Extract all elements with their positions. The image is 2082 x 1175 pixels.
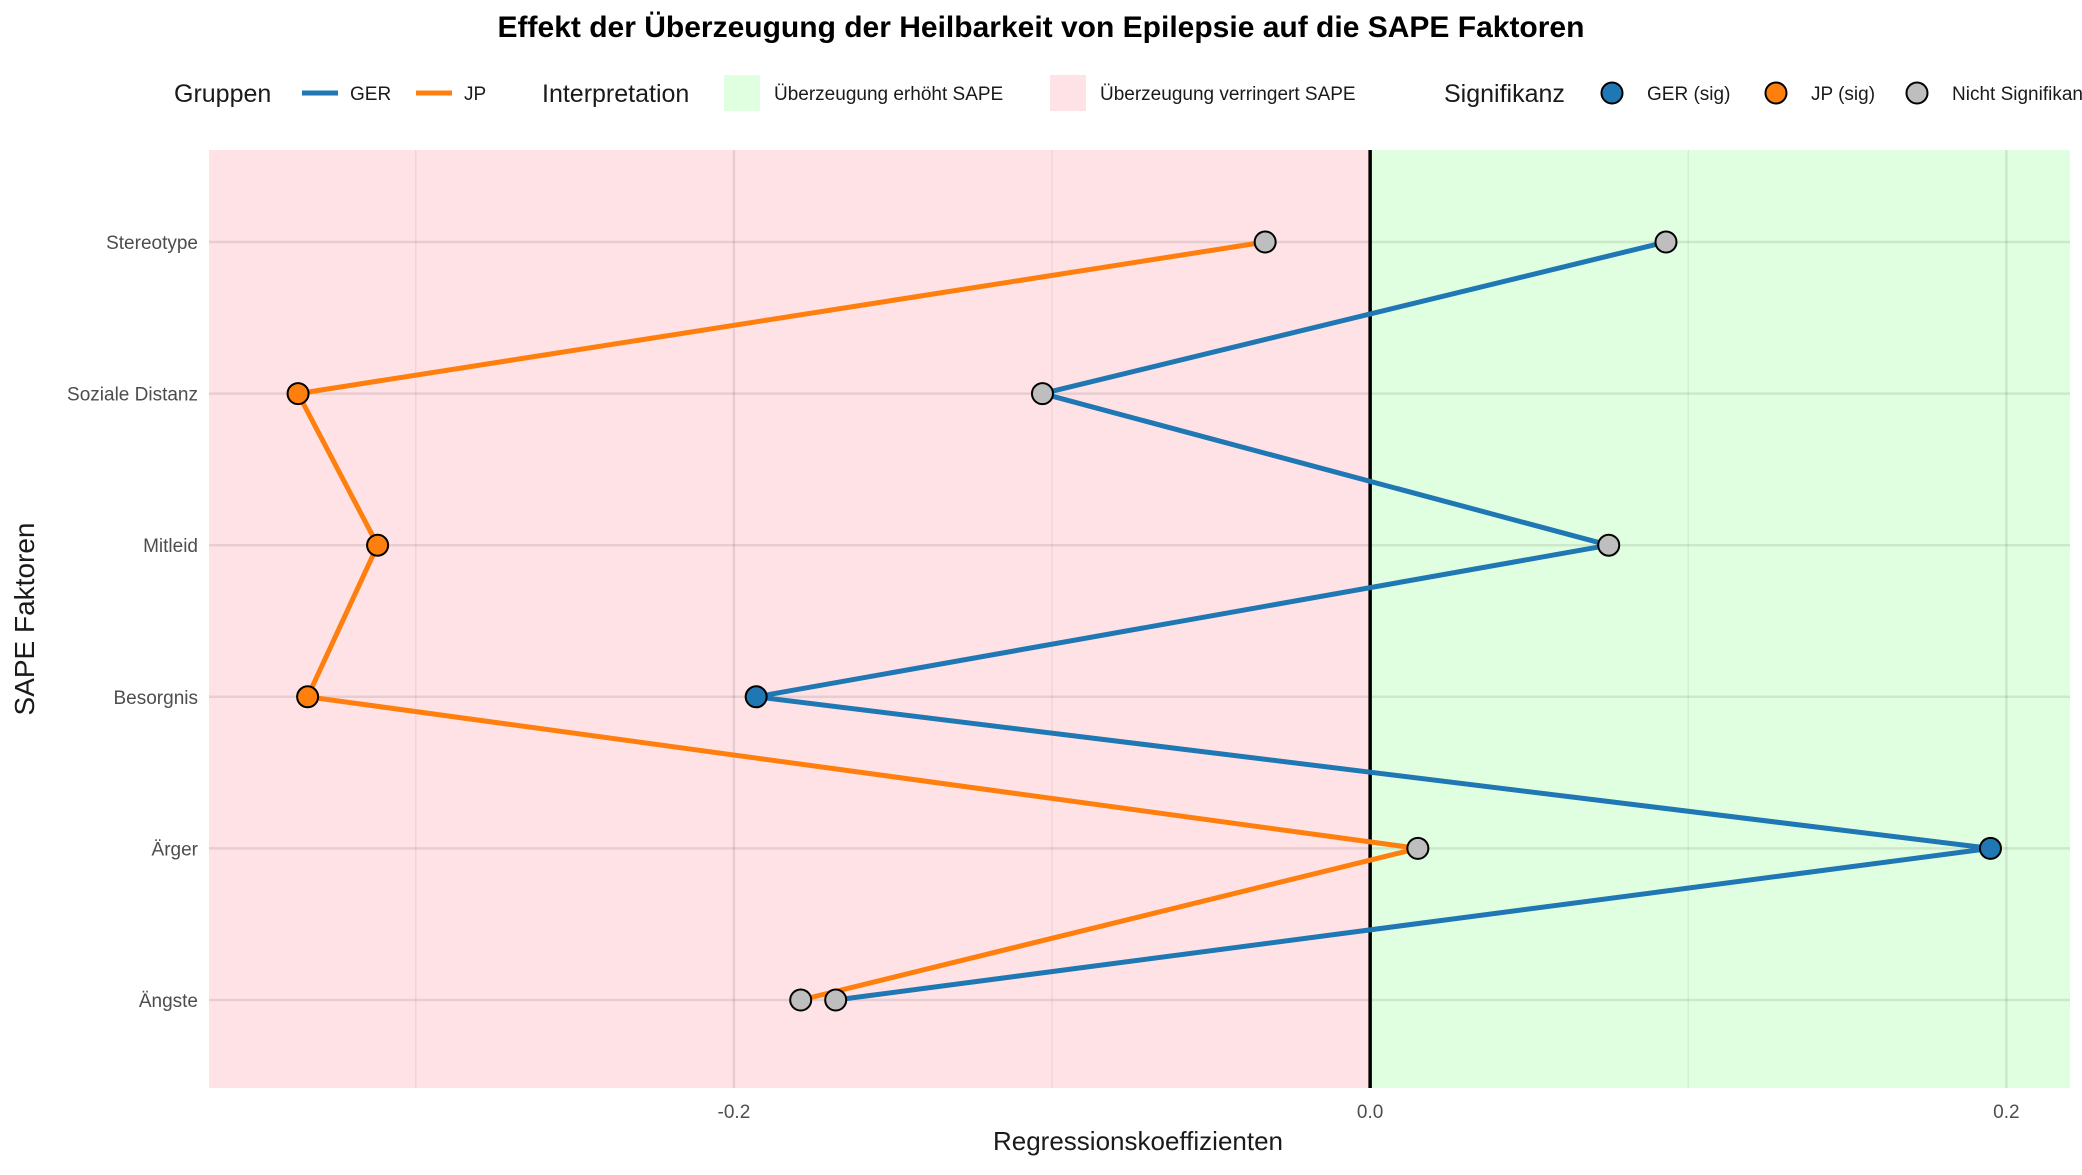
point-jp-5: [1253, 230, 1277, 254]
point-ger-0: [824, 988, 848, 1012]
point-ger-5: [1654, 230, 1678, 254]
y-tick-label: Ängste: [139, 991, 198, 1012]
point-ger-1: [1978, 836, 2002, 860]
legend-title-interpretation: Interpretation: [542, 80, 689, 108]
legend-title-groups: Gruppen: [174, 80, 271, 108]
legend: Gruppen GER JP Interpretation Überzeugung er…: [174, 75, 2082, 111]
legend-label: Überzeugung erhöht SAPE: [774, 84, 1003, 105]
legend-label: Überzeugung verringert SAPE: [1100, 84, 1356, 105]
region-negative: [209, 150, 1371, 1088]
legend-label: JP: [464, 84, 486, 105]
x-tick-label: 0.0: [1357, 1102, 1383, 1123]
legend-label: JP (sig): [1811, 84, 1875, 105]
point-jp-4: [286, 382, 310, 406]
data-points: [286, 230, 2002, 1012]
legend-label: GER: [350, 84, 391, 105]
y-tick-label: Mitleid: [143, 536, 198, 557]
series-lines: [295, 239, 1993, 1003]
point-ger-2: [744, 685, 768, 709]
y-tick-label: Stereotype: [106, 233, 198, 254]
point-jp-0: [789, 988, 813, 1012]
point-jp-2: [296, 685, 320, 709]
y-tick-label: Ärger: [152, 839, 199, 860]
x-axis-title: Regressionskoeffizienten: [993, 1126, 1283, 1156]
legend-key-fill-1: [1050, 75, 1086, 111]
legend-key-point-0: [1600, 81, 1624, 105]
y-tick-label: Soziale Distanz: [67, 385, 198, 406]
legend-title-significance: Signifikanz: [1444, 80, 1565, 108]
x-tick-label: 0.2: [1993, 1102, 2019, 1123]
axes: -0.2 0.0 0.2 Ängste Ärger Besorgnis Mitleid Soz…: [67, 233, 2020, 1123]
legend-key-point-2: [1905, 81, 1929, 105]
plot-background: [209, 150, 2070, 1088]
legend-label: Nicht Signifikant: [1952, 84, 2082, 105]
series-line-jp: [295, 239, 1421, 1003]
y-tick-label: Besorgnis: [114, 688, 199, 709]
x-tick-label: -0.2: [718, 1102, 751, 1123]
legend-key-fill-0: [724, 75, 760, 111]
region-positive: [1370, 150, 2070, 1088]
series-line-ger: [753, 239, 1993, 1003]
y-axis-title: SAPE Faktoren: [9, 523, 40, 716]
legend-label: GER (sig): [1647, 84, 1730, 105]
legend-key-point-1: [1764, 81, 1788, 105]
chart-title: Effekt der Überzeugung der Heilbarkeit v…: [498, 11, 1585, 44]
point-ger-4: [1030, 382, 1054, 406]
point-jp-3: [366, 533, 390, 557]
point-ger-3: [1597, 533, 1621, 557]
point-jp-1: [1406, 836, 1430, 860]
